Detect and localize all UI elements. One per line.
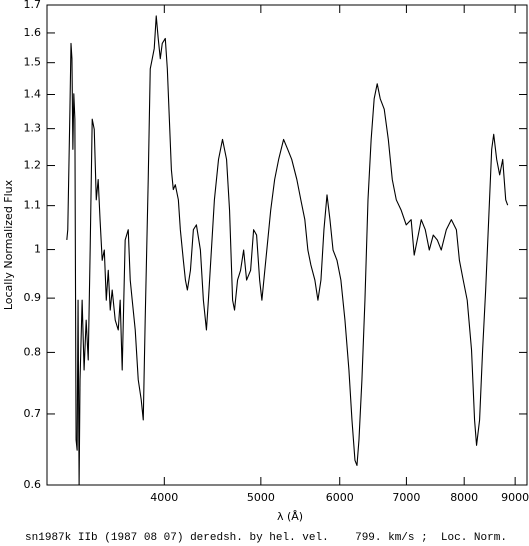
y-tick-label: 1.6 [24,26,42,39]
spectrum-line [66,15,509,486]
y-tick-label: 1.5 [24,56,42,69]
y-tick-label: 0.6 [24,478,42,491]
y-tick-label: 1 [34,243,41,256]
y-tick-label: 1.3 [24,122,42,135]
y-tick-label: 1.1 [24,199,42,212]
x-axis-label: λ (Å) [277,510,303,523]
y-axis-label: Locally Normalized Flux [2,179,15,310]
x-tick-label: 6000 [326,491,354,504]
y-tick-label: 0.8 [24,345,42,358]
x-tick-label: 4000 [150,491,178,504]
plot-frame [46,4,528,486]
x-tick-label: 7000 [392,491,420,504]
y-tick-label: 1.7 [24,0,42,11]
x-tick-label: 5000 [247,491,275,504]
y-tick-label: 0.9 [24,291,42,304]
x-tick-label: 8000 [450,491,478,504]
y-tick-label: 1.4 [24,87,42,100]
x-tick-label: 9000 [501,491,529,504]
y-tick-label: 1.2 [24,159,42,172]
caption: sn1987k IIb (1987 08 07) deredsh. by hel… [25,532,507,544]
y-tick-label: 0.7 [24,407,42,420]
